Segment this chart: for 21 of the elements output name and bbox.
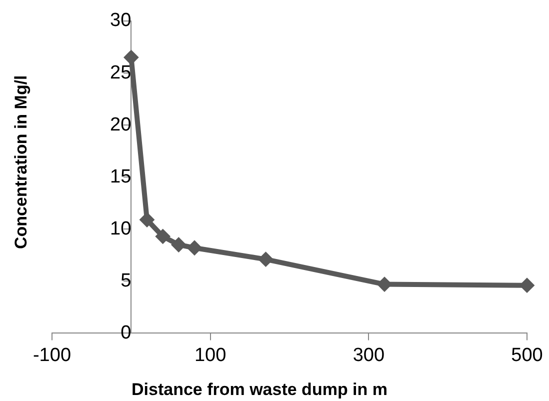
- point: [520, 278, 534, 293]
- point: [124, 50, 139, 65]
- x-tick-label: 500: [511, 344, 543, 366]
- x-tick-label: 300: [352, 344, 385, 366]
- x-axis-title: Distance from waste dump in m: [132, 380, 388, 399]
- y-tick-label: 0: [120, 322, 132, 344]
- y-tick-label: 25: [110, 62, 132, 84]
- point: [377, 276, 392, 292]
- y-tick-label: 5: [120, 270, 132, 292]
- y-tick-label: 30: [110, 10, 132, 32]
- y-tick-label: 15: [110, 166, 132, 188]
- point: [171, 237, 186, 252]
- y-axis-title: Concentration in Mg/l: [12, 75, 31, 249]
- x-tick-label: 100: [194, 344, 226, 366]
- y-tick-label: 10: [110, 218, 132, 240]
- x-tick-label: -100: [32, 344, 72, 366]
- point: [258, 252, 274, 267]
- point: [140, 212, 154, 228]
- y-tick-label: 20: [110, 114, 132, 136]
- point: [187, 240, 202, 256]
- point: [155, 228, 170, 244]
